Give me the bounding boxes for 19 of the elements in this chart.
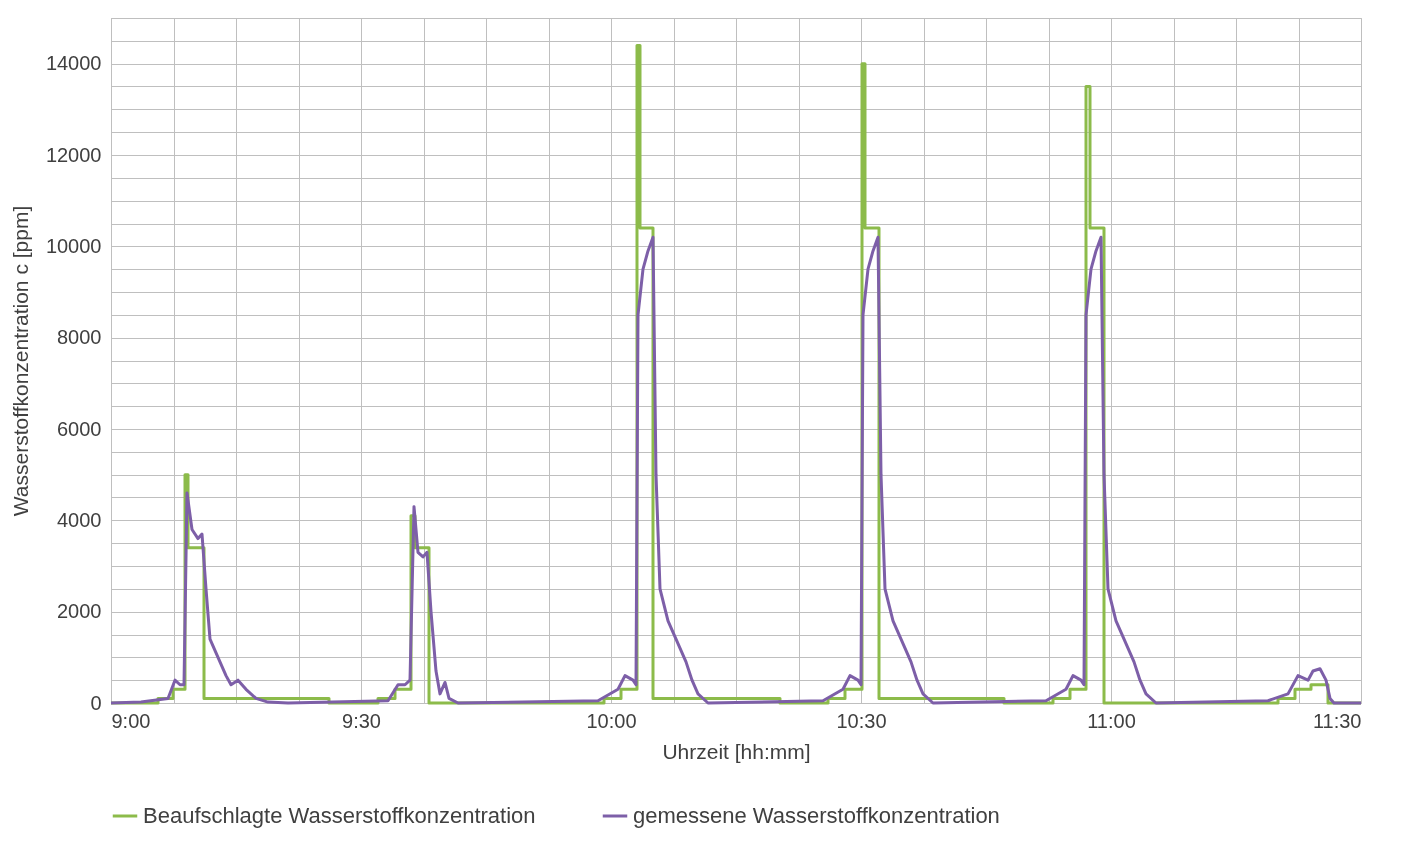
y-tick-label: 6000: [57, 417, 102, 440]
x-axis-title: Uhrzeit [hh:mm]: [662, 739, 811, 763]
legend-label: gemessene Wasserstoffkonzentration: [633, 803, 1000, 828]
x-tick-label: 11:00: [1087, 709, 1136, 732]
y-tick-label: 10000: [45, 234, 102, 257]
x-tick-label: 9:30: [342, 709, 381, 732]
y-tick-label: 12000: [45, 143, 102, 166]
y-tick-label: 4000: [57, 508, 102, 531]
x-tick-label: 10:30: [836, 709, 887, 732]
x-tick-label: 9:00: [111, 709, 151, 732]
line-series: [109, 235, 1363, 705]
legend-label: Beaufschlagte Wasserstoffkonzentration: [143, 803, 536, 828]
y-tick-label: 8000: [57, 326, 102, 349]
y-tick-label: 0: [90, 691, 102, 714]
y-tick-label: 14000: [45, 52, 102, 75]
x-tick-label: 11:30: [1312, 709, 1362, 732]
y-axis-title: Wasserstoffkonzentration c [ppm]: [8, 205, 32, 517]
y-tick-label: 2000: [57, 600, 102, 623]
x-tick-label: 10:00: [586, 709, 637, 732]
